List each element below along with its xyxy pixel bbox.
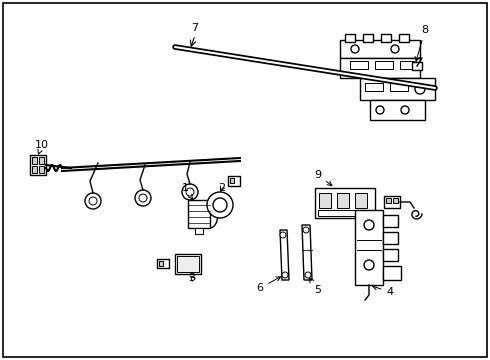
Bar xyxy=(315,188,375,218)
Text: 8: 8 xyxy=(415,25,429,61)
Bar xyxy=(383,249,398,261)
Bar xyxy=(355,193,367,208)
Bar xyxy=(188,200,210,228)
Polygon shape xyxy=(302,225,312,280)
Bar xyxy=(383,266,401,280)
Text: 1: 1 xyxy=(181,183,193,199)
Bar xyxy=(159,261,163,266)
Bar xyxy=(365,83,383,91)
Text: 5: 5 xyxy=(309,278,321,295)
Circle shape xyxy=(89,197,97,205)
Bar xyxy=(318,210,372,216)
Bar xyxy=(350,61,368,69)
Bar xyxy=(157,259,169,268)
Bar xyxy=(375,61,393,69)
Bar xyxy=(32,157,37,164)
Bar xyxy=(383,215,398,227)
Bar xyxy=(340,40,420,58)
Circle shape xyxy=(351,45,359,53)
Circle shape xyxy=(207,192,233,218)
Bar xyxy=(393,198,398,203)
Text: 7: 7 xyxy=(192,23,198,33)
Circle shape xyxy=(186,188,194,196)
Text: 3: 3 xyxy=(189,273,196,283)
Bar xyxy=(355,210,383,285)
Bar xyxy=(383,232,398,244)
Polygon shape xyxy=(280,230,289,280)
Bar xyxy=(195,228,203,234)
Circle shape xyxy=(282,272,288,278)
Text: 6: 6 xyxy=(256,277,281,293)
Circle shape xyxy=(182,184,198,200)
Bar xyxy=(370,100,425,120)
Circle shape xyxy=(415,84,425,94)
Bar xyxy=(400,61,414,69)
Bar xyxy=(39,166,44,173)
Bar xyxy=(32,166,37,173)
Circle shape xyxy=(135,190,151,206)
Circle shape xyxy=(364,220,374,230)
Circle shape xyxy=(139,194,147,202)
Bar xyxy=(30,155,46,175)
Circle shape xyxy=(85,193,101,209)
Circle shape xyxy=(376,106,384,114)
Bar xyxy=(412,62,422,70)
Bar xyxy=(345,34,355,42)
Bar xyxy=(360,78,435,100)
Bar xyxy=(386,198,391,203)
Text: 10: 10 xyxy=(35,140,49,154)
Bar xyxy=(381,34,391,42)
Circle shape xyxy=(364,260,374,270)
Bar xyxy=(384,196,400,208)
Circle shape xyxy=(303,227,309,233)
Bar xyxy=(175,254,201,274)
Bar xyxy=(363,34,373,42)
Bar xyxy=(177,256,199,272)
Circle shape xyxy=(305,272,311,278)
Bar xyxy=(39,157,44,164)
Bar xyxy=(337,193,349,208)
Circle shape xyxy=(401,106,409,114)
Circle shape xyxy=(213,198,227,212)
Bar xyxy=(399,34,409,42)
Text: 4: 4 xyxy=(373,285,393,297)
Text: 2: 2 xyxy=(219,183,225,193)
Bar xyxy=(390,83,408,91)
Bar xyxy=(228,176,240,186)
Bar xyxy=(340,58,420,78)
Bar xyxy=(319,193,331,208)
Bar xyxy=(230,178,234,183)
Circle shape xyxy=(391,45,399,53)
Text: 9: 9 xyxy=(315,170,332,186)
Circle shape xyxy=(280,232,286,238)
